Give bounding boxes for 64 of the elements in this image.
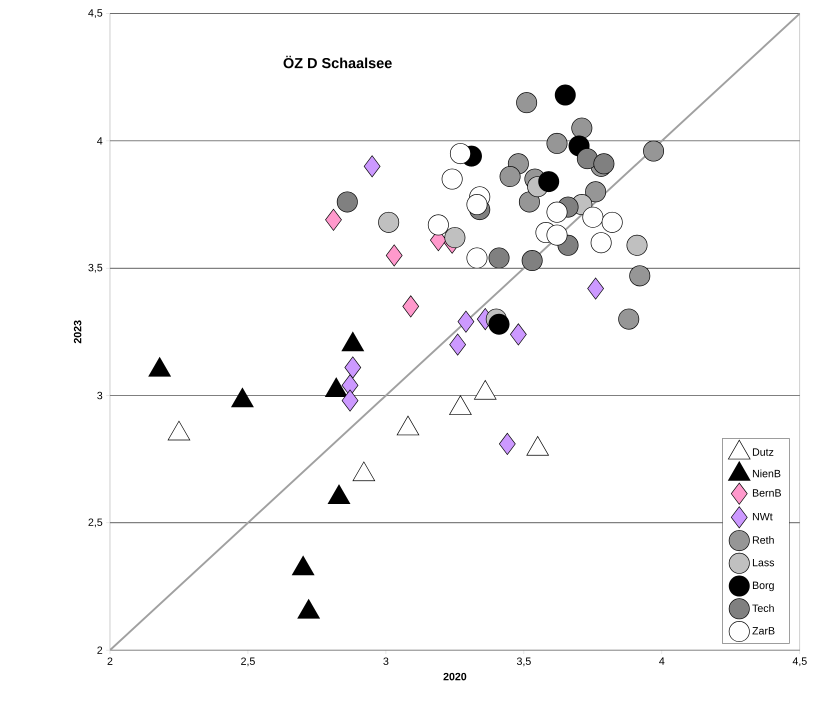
x-axis-title: 2020 (443, 672, 466, 680)
point (488, 248, 510, 269)
point (571, 118, 592, 139)
point (576, 148, 598, 170)
point (500, 166, 521, 188)
point (626, 234, 648, 256)
point (378, 212, 400, 233)
y-tick-label: 4 (97, 137, 102, 145)
point (516, 92, 538, 114)
point (510, 323, 527, 346)
point (466, 248, 488, 269)
x-tick-label: 2 (108, 658, 112, 665)
legend-label: Reth (752, 536, 774, 544)
legend-label: Tech (752, 604, 774, 612)
legend-label: NWt (752, 513, 773, 520)
y-axis-title: 2023 (74, 320, 82, 344)
point (643, 140, 664, 162)
point (546, 224, 568, 246)
point (602, 212, 623, 233)
point (522, 250, 543, 272)
point (450, 143, 471, 164)
text: ÖZ D Schaalsee (284, 56, 392, 68)
x-tick-label: 2,5 (241, 658, 255, 666)
point (488, 314, 510, 335)
point (344, 356, 362, 379)
point (342, 390, 358, 412)
point (538, 171, 560, 192)
point (402, 295, 420, 318)
point (499, 432, 516, 455)
point (587, 278, 604, 300)
legend-label: ZarB (752, 627, 774, 635)
point (336, 192, 358, 213)
point (325, 208, 342, 231)
legend-label: BernB (752, 489, 781, 497)
point (466, 194, 488, 216)
point (546, 132, 568, 154)
legend-label: Lass (752, 559, 774, 566)
point (364, 155, 380, 178)
point (585, 181, 606, 202)
point (449, 334, 466, 356)
point (386, 244, 403, 266)
point (618, 308, 640, 330)
x-tick-label: 4,5 (792, 658, 807, 666)
x-tick-label: 3 (383, 658, 388, 665)
point (458, 310, 474, 333)
x-tick-label: 4 (659, 658, 664, 665)
point (444, 227, 466, 248)
point (428, 214, 449, 236)
point (590, 232, 612, 254)
x-tick-label: 3,5 (516, 658, 531, 666)
y-tick-label: 3 (97, 392, 102, 400)
y-tick-label: 3,5 (88, 264, 102, 273)
point (629, 265, 650, 286)
y-tick-label: 2,5 (88, 518, 102, 528)
legend-label: Dutz (752, 448, 774, 456)
legend-label: Borg (752, 582, 774, 592)
legend-label: NienB (752, 470, 780, 478)
y-tick-label: 2 (97, 646, 102, 654)
point (582, 206, 604, 228)
point (442, 168, 463, 190)
point (554, 84, 576, 106)
y-tick-label: 4,5 (88, 9, 102, 18)
point (546, 202, 568, 223)
point (518, 192, 540, 213)
